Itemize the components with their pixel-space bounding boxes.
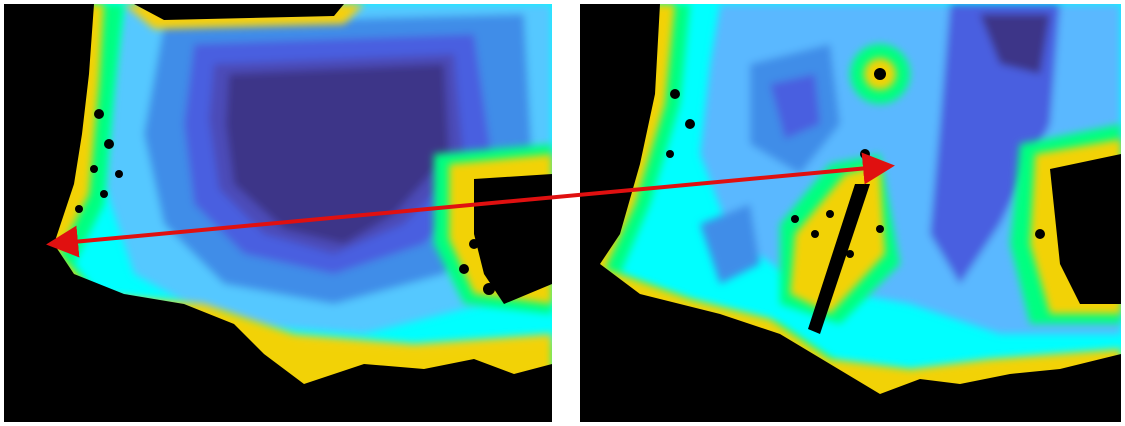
distance-map-left-image <box>4 4 552 422</box>
distance-map-left-panel <box>4 4 552 422</box>
distance-map-right-panel <box>580 4 1121 422</box>
distance-map-right-image <box>580 4 1121 422</box>
